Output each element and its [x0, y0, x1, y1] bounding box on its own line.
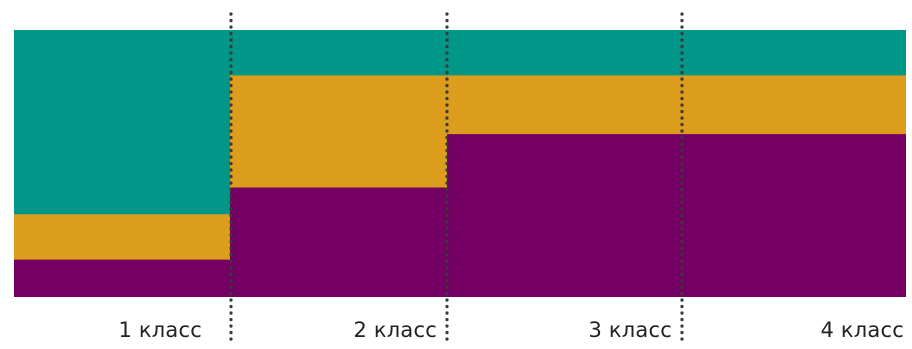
tick-label-2: 2 класс: [353, 318, 437, 342]
area-purple: [14, 134, 906, 297]
area-layer: [14, 30, 906, 297]
tick-label-3: 3 класс: [588, 318, 672, 342]
divider-layer: [229, 12, 684, 345]
tick-label-4: 4 класс: [820, 318, 904, 342]
tick-label-1: 1 класс: [118, 318, 202, 342]
